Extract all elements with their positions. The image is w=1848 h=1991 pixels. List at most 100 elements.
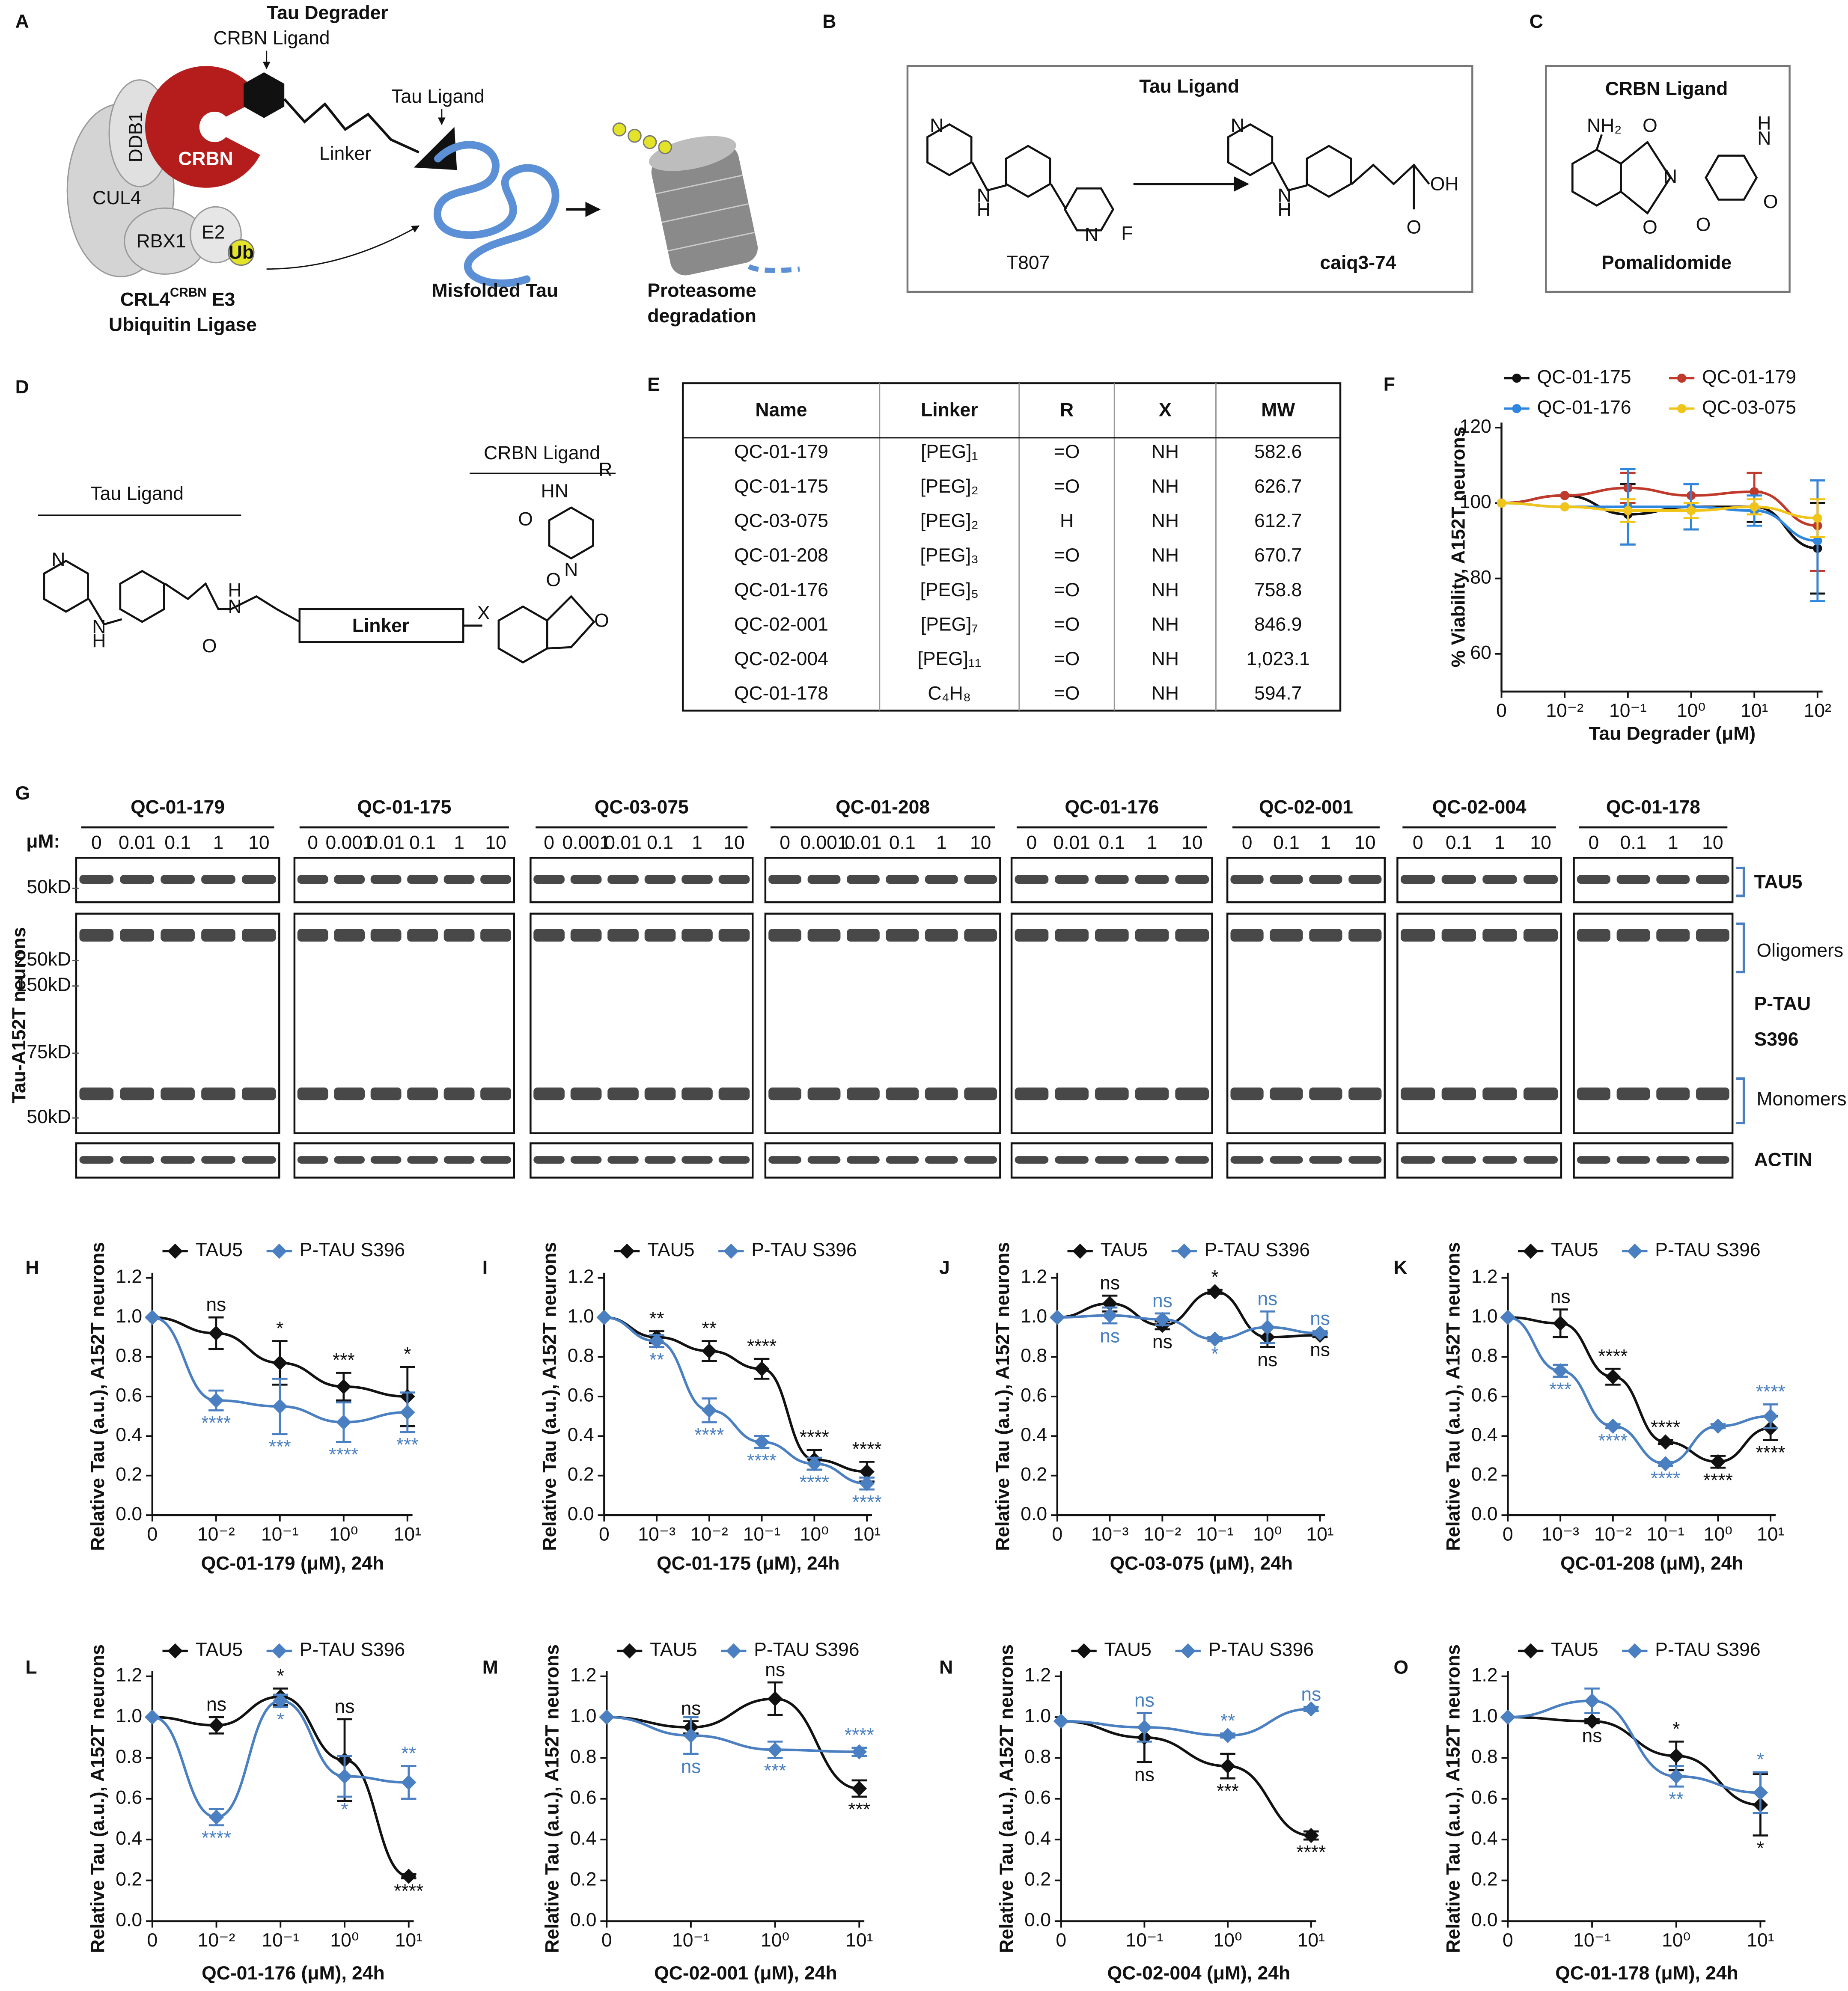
significance-label: **** (747, 1450, 777, 1471)
band (925, 1087, 958, 1100)
x-tick-label: 10⁻² (197, 1524, 235, 1545)
band (964, 875, 997, 884)
atom-label: O (1763, 191, 1778, 212)
table-cell: [PEG]₇ (921, 614, 978, 635)
label: CRBN Ligand (214, 28, 330, 49)
data-point (1686, 506, 1696, 515)
x-tick-label: 0 (1052, 1524, 1062, 1545)
concentration-label: 1 (1147, 832, 1158, 853)
concentration-label: 10 (1530, 832, 1551, 853)
y-tick-label: 1.0 (570, 1706, 597, 1727)
x-tick-label: 10⁰ (1704, 1524, 1732, 1545)
blot-strip (293, 912, 515, 1134)
band (297, 1087, 328, 1100)
table-cell: =O (1054, 476, 1080, 497)
y-tick-label: 0.6 (568, 1385, 594, 1406)
significance-label: **** (747, 1336, 777, 1357)
series-line (1508, 1716, 1761, 1807)
ring (1306, 145, 1352, 198)
data-point (1102, 1308, 1118, 1323)
significance-label: ns (765, 1659, 785, 1680)
band (480, 1156, 511, 1164)
data-point (1813, 513, 1822, 523)
band (1055, 1156, 1089, 1164)
bond (971, 162, 1007, 192)
data-point (859, 1476, 875, 1492)
band (1616, 1087, 1650, 1100)
atom-label: N (1085, 224, 1098, 245)
marker-label: 50kD (27, 1106, 71, 1127)
band (1348, 1087, 1382, 1100)
data-point (1553, 1363, 1568, 1379)
atom-label: N (1231, 115, 1244, 136)
significance-label: **** (394, 1881, 423, 1902)
significance-label: ns (1152, 1331, 1172, 1352)
band (607, 929, 639, 942)
significance-label: **** (201, 1413, 231, 1434)
table-cell: QC-01-175 (734, 476, 828, 497)
data-point (859, 1464, 875, 1480)
concentration-label: 1 (454, 832, 464, 853)
legend-label: TAU5 (650, 1639, 697, 1660)
table-cell: 594.7 (1254, 683, 1302, 704)
data-point (1500, 1709, 1516, 1725)
data-point (1658, 1456, 1673, 1471)
panel-label: N (939, 1657, 953, 1678)
blot-strip (1010, 912, 1213, 1134)
significance-label: **** (202, 1828, 231, 1848)
significance-label: **** (852, 1492, 881, 1513)
band (480, 929, 511, 942)
compound-name: T807 (1006, 252, 1050, 273)
band (768, 929, 801, 942)
band (1309, 875, 1342, 884)
y-tick-label: 0.6 (116, 1787, 142, 1808)
band (964, 1156, 997, 1164)
legend-label: TAU5 (1551, 1239, 1598, 1260)
band (161, 929, 195, 942)
table-cell: C₄H₈ (928, 683, 971, 704)
bond (546, 595, 595, 650)
concentration-label: 10 (485, 832, 506, 853)
bond (1620, 140, 1672, 215)
band (79, 875, 114, 884)
significance-label: **** (1756, 1442, 1786, 1463)
band (768, 1087, 801, 1100)
atom-label: H (1277, 199, 1291, 220)
x-tick-label: 10⁻¹ (743, 1524, 781, 1545)
significance-label: **** (329, 1444, 358, 1465)
band (1175, 1087, 1209, 1100)
band (1482, 929, 1517, 942)
legend-label: TAU5 (647, 1239, 694, 1260)
row-label: Monomers (1757, 1088, 1847, 1109)
legend-label: P-TAU S396 (754, 1639, 859, 1660)
hexagon (244, 72, 285, 118)
band (120, 1087, 155, 1100)
bracket (1736, 922, 1745, 974)
significance-label: * (404, 1344, 411, 1365)
row-label: Oligomers (1757, 940, 1844, 961)
y-tick-label: 1.0 (1021, 1306, 1047, 1327)
atom-label: H (92, 630, 106, 651)
band (1696, 1087, 1729, 1100)
linker-box (298, 608, 464, 643)
band (1135, 1087, 1169, 1100)
x-axis-label: QC-02-004 (μM), 24h (1107, 1963, 1291, 1984)
compound-header: QC-01-176 (1065, 796, 1159, 817)
concentration-label: 0 (91, 832, 102, 853)
band (847, 1156, 880, 1164)
compound-header: QC-01-179 (131, 796, 225, 817)
band (1696, 929, 1729, 942)
y-tick-label: 1.0 (1471, 1706, 1498, 1727)
band (201, 1156, 235, 1164)
y-axis-label: Relative Tau (a.u.), A152T neurons (992, 1242, 1013, 1551)
concentration-label: 10 (1702, 832, 1723, 853)
band (886, 1087, 919, 1100)
table-cell: =O (1054, 441, 1080, 462)
significance-label: ** (401, 1743, 416, 1764)
band (1523, 1087, 1558, 1100)
table-cell: QC-01-178 (734, 683, 828, 704)
significance-label: * (277, 1665, 284, 1686)
band (570, 1156, 602, 1164)
band (1656, 1087, 1690, 1100)
y-tick-label: 0.2 (116, 1869, 142, 1890)
